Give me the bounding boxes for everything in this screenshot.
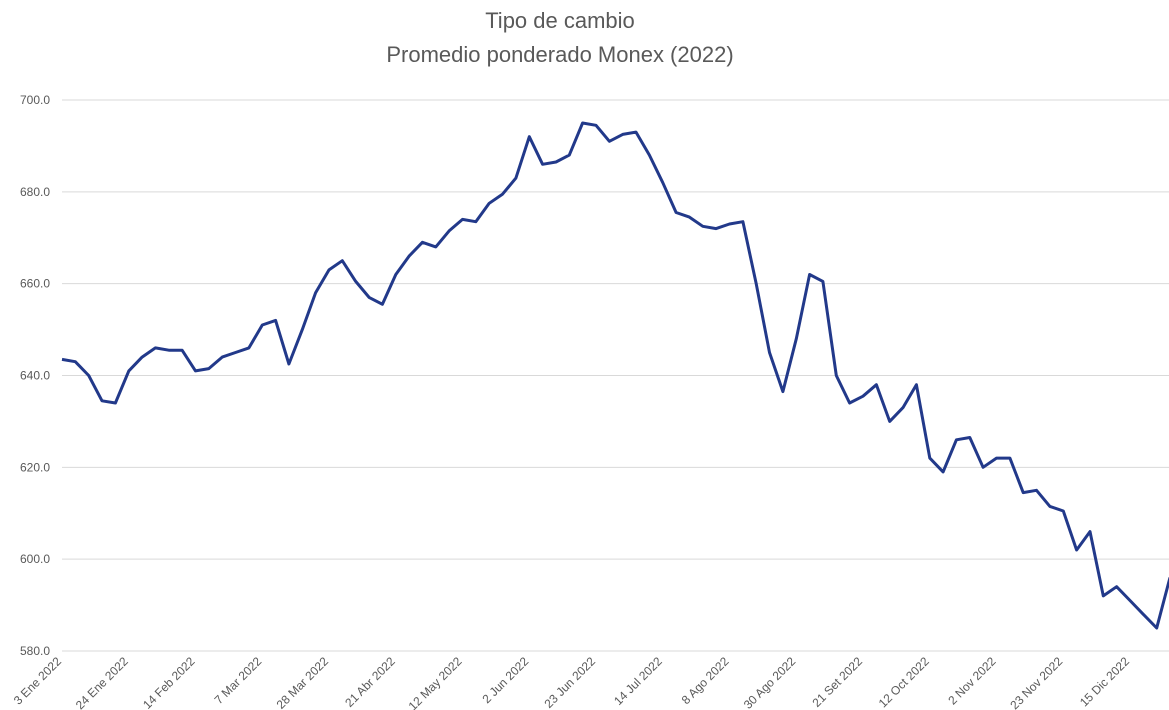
x-tick-label: 23 Jun 2022 [542,654,599,710]
y-tick-label: 660.0 [20,277,50,291]
y-tick-label: 580.0 [20,644,50,658]
x-tick-label: 14 Jul 2022 [611,654,665,708]
x-tick-label: 21 Set 2022 [809,654,865,710]
x-tick-label: 23 Nov 2022 [1007,654,1065,710]
y-tick-label: 700.0 [20,93,50,107]
x-tick-label: 24 Ene 2022 [73,654,131,710]
x-tick-label: 21 Abr 2022 [342,654,398,710]
x-tick-label: 12 May 2022 [406,654,465,710]
x-tick-label: 2 Jun 2022 [479,654,531,706]
x-tick-label: 12 Oct 2022 [876,654,932,710]
y-tick-label: 680.0 [20,185,50,199]
x-tick-label: 2 Nov 2022 [945,654,999,708]
x-tick-label: 8 Ago 2022 [679,654,732,707]
x-tick-label: 28 Mar 2022 [274,654,332,710]
x-tick-label: 3 Ene 2022 [11,654,65,708]
x-tick-label: 7 Mar 2022 [212,654,265,707]
y-tick-label: 640.0 [20,369,50,383]
chart-subtitle: Promedio ponderado Monex (2022) [386,42,733,67]
x-tick-label: 14 Feb 2022 [140,654,198,710]
y-tick-label: 600.0 [20,552,50,566]
chart-title: Tipo de cambio [485,8,635,33]
x-tick-label: 30 Ago 2022 [741,654,799,710]
y-tick-label: 620.0 [20,460,50,474]
line-series [61,121,1169,630]
x-tick-label: 15 Dic 2022 [1077,654,1132,709]
